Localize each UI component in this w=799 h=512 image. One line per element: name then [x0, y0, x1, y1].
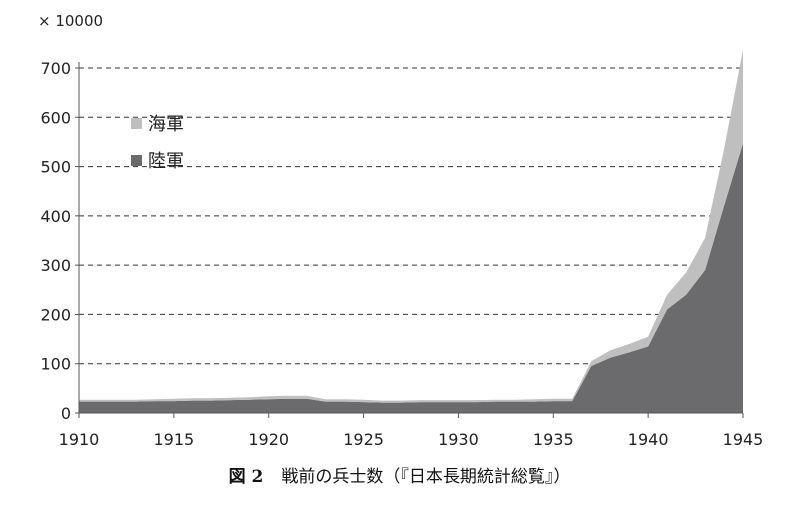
axes: [75, 62, 744, 418]
figure-number: 図 2: [228, 467, 264, 487]
figure-title: 戦前の兵士数（『日本長期統計総覧』）: [281, 467, 571, 487]
legend-label-army: 陸軍: [148, 151, 184, 172]
x-tick-label-1935: 1935: [533, 430, 574, 449]
gridlines: [79, 67, 743, 365]
y-tick-label-300: 300: [40, 256, 71, 275]
y-tick-label-200: 200: [40, 305, 71, 324]
x-tick-label-1940: 1940: [628, 430, 669, 449]
x-tick-label-1925: 1925: [343, 430, 384, 449]
area-series: [79, 49, 743, 413]
figure-caption: 図 2 戦前の兵士数（『日本長期統計総覧』）: [0, 462, 799, 487]
y-tick-label-600: 600: [40, 108, 71, 127]
x-tick-label-1910: 1910: [59, 430, 100, 449]
legend-item-navy: 海軍: [131, 110, 184, 136]
x-tick-label-1920: 1920: [248, 430, 289, 449]
legend-swatch-navy: [131, 117, 142, 129]
legend-swatch-army: [131, 154, 142, 166]
x-tick-label-1915: 1915: [153, 430, 194, 449]
y-tick-labels: 0 100 200 300 400 500 600 700: [40, 59, 71, 423]
legend-label-navy: 海軍: [148, 114, 184, 135]
y-tick-label-400: 400: [40, 207, 71, 226]
y-tick-label-0: 0: [61, 404, 71, 423]
x-tick-label-1945: 1945: [723, 430, 764, 449]
area-army: [79, 143, 743, 413]
y-unit-label: × 10000: [38, 12, 104, 30]
y-tick-label-100: 100: [40, 355, 71, 374]
y-tick-label-500: 500: [40, 158, 71, 177]
legend-item-army: 陸軍: [131, 147, 184, 173]
y-tick-label-700: 700: [40, 59, 71, 78]
x-tick-labels: 1910 1915 1920 1925 1930 1935 1940 1945: [59, 430, 764, 449]
x-tick-label-1930: 1930: [438, 430, 479, 449]
